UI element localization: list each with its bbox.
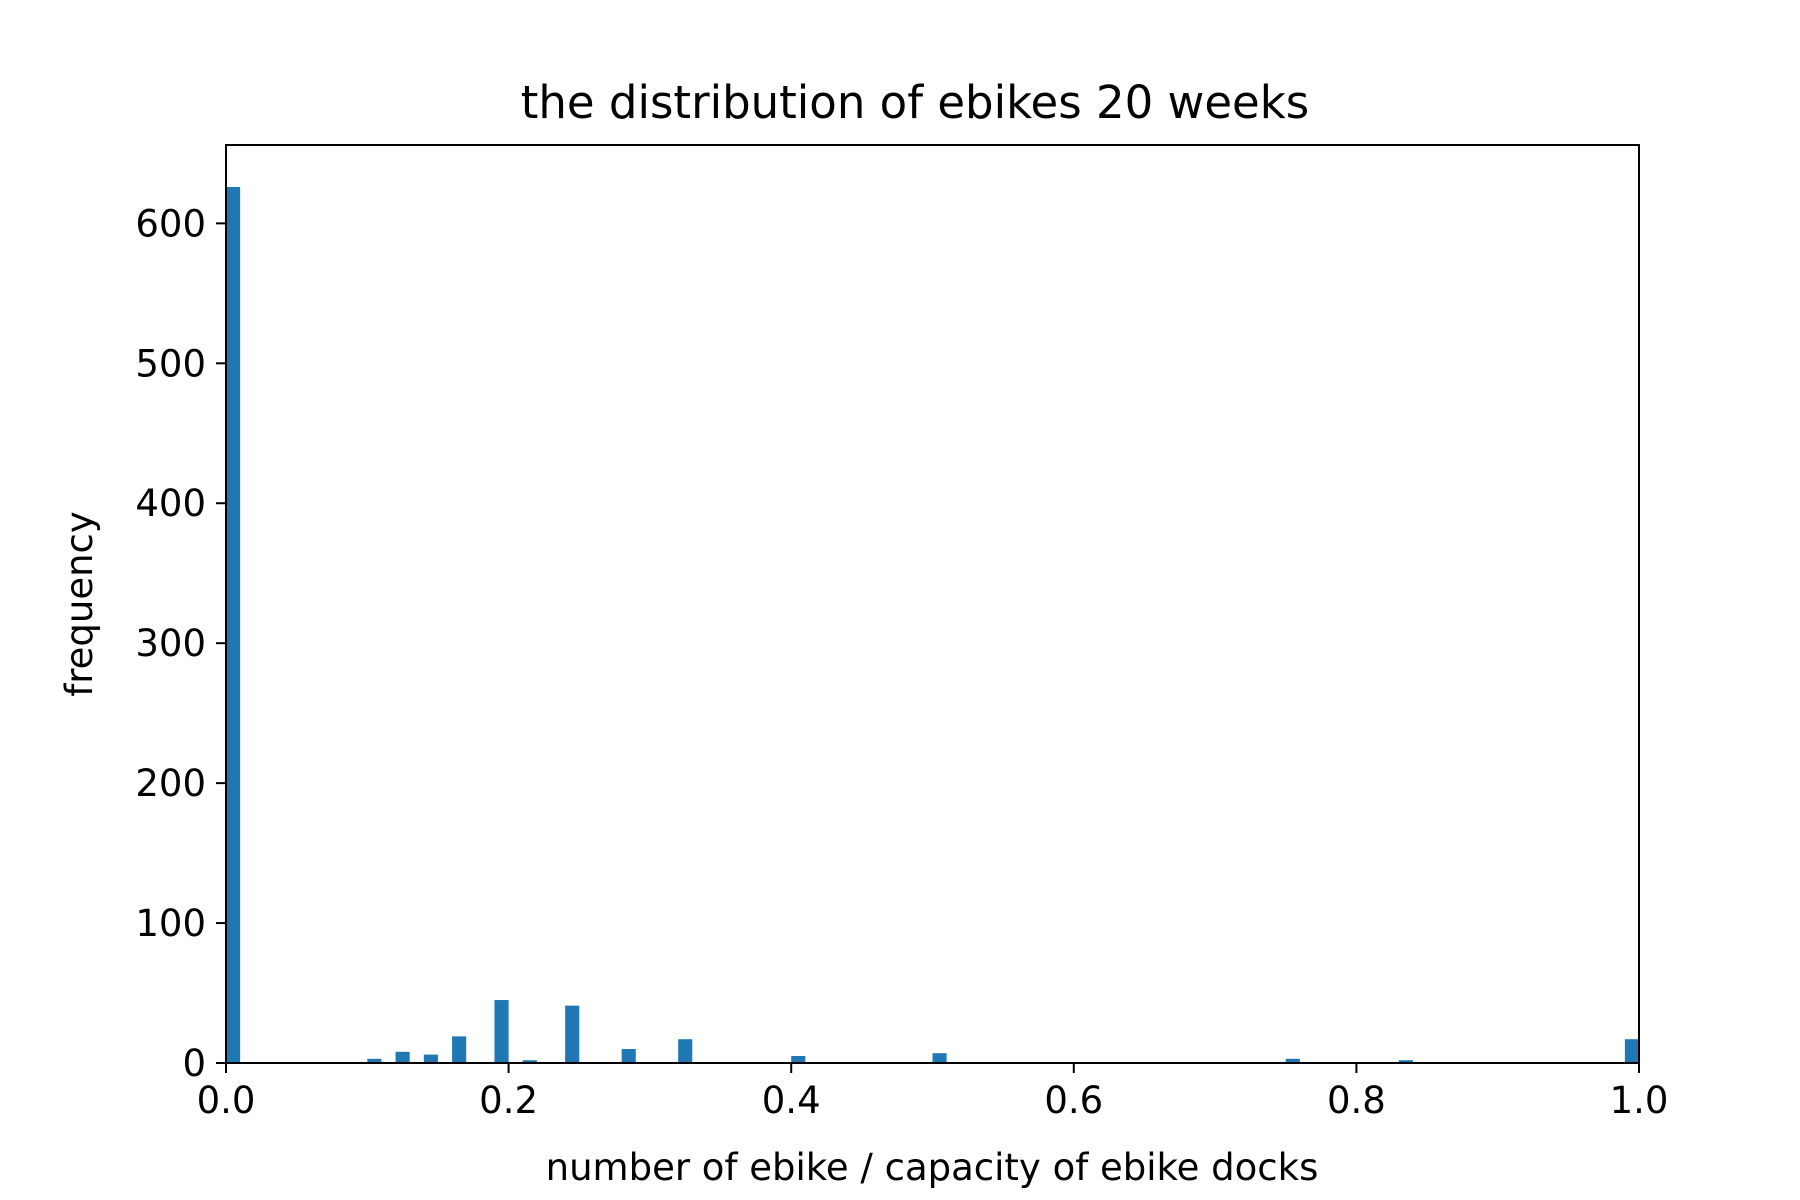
y-tick-label: 400 (135, 482, 206, 525)
histogram-bar (452, 1036, 467, 1063)
histogram-bar (494, 1000, 509, 1063)
y-tick-label: 500 (135, 342, 206, 385)
x-tick-label: 0.4 (762, 1079, 821, 1122)
x-tick-label: 0.6 (1044, 1079, 1103, 1122)
histogram-bar (226, 186, 241, 1064)
histogram-bar (522, 1060, 537, 1063)
histogram-bar (791, 1056, 806, 1063)
y-tick-label: 600 (135, 202, 206, 245)
x-tick-label: 1.0 (1610, 1079, 1669, 1122)
x-axis-ticks: 0.0 0.2 0.4 0.6 0.8 1.0 (197, 1063, 1669, 1122)
x-tick-label: 0.0 (197, 1079, 256, 1122)
histogram-bar (932, 1053, 947, 1063)
bars-group (226, 186, 1639, 1064)
histogram-bar (621, 1049, 636, 1063)
x-tick-label: 0.8 (1327, 1079, 1386, 1122)
x-axis-label: number of ebike / capacity of ebike dock… (546, 1146, 1319, 1189)
chart-title: the distribution of ebikes 20 weeks (521, 76, 1309, 129)
histogram-bar (1398, 1060, 1413, 1063)
histogram-bar (1624, 1039, 1639, 1063)
y-tick-label: 200 (135, 762, 206, 805)
y-tick-label: 300 (135, 622, 206, 665)
histogram-bar (367, 1058, 382, 1063)
histogram-bar (423, 1054, 438, 1063)
histogram-bar (565, 1005, 580, 1064)
histogram-bar (1285, 1058, 1300, 1063)
y-axis-ticks: 0 100 200 300 400 500 600 (135, 202, 226, 1085)
plot-frame (225, 144, 1640, 1064)
histogram-bar (678, 1039, 693, 1063)
x-tick-label: 0.2 (479, 1079, 538, 1122)
y-tick-label: 0 (182, 1042, 206, 1085)
y-axis-label: frequency (58, 511, 101, 697)
histogram-bar (395, 1051, 410, 1063)
y-tick-label: 100 (135, 902, 206, 945)
